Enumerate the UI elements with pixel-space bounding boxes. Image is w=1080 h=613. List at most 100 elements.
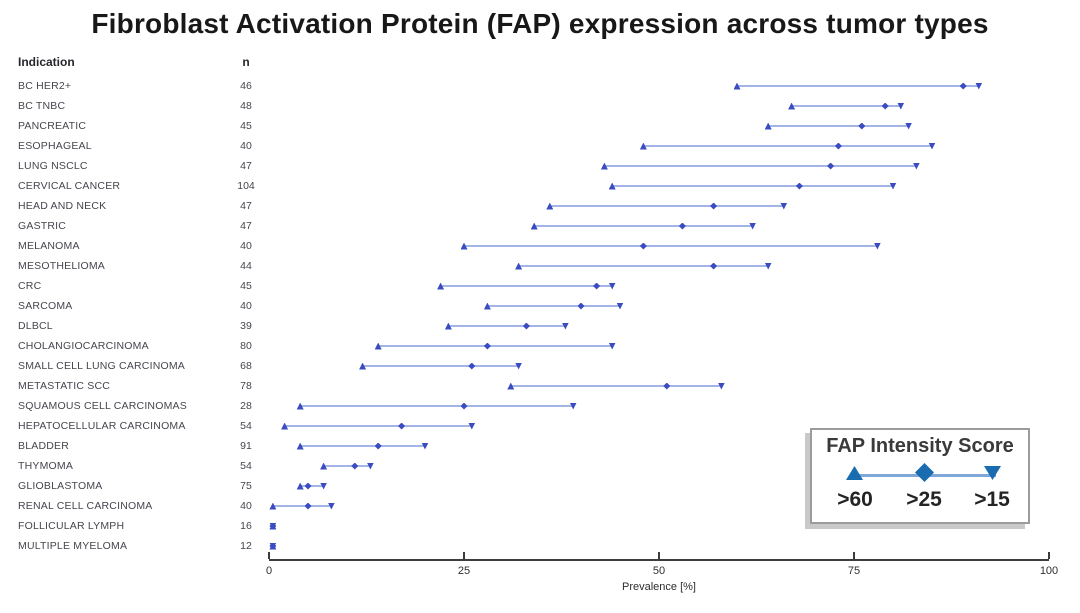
marker-triangle-up [444,322,452,330]
x-axis-tick [463,552,465,559]
row-range-line [284,425,472,427]
row-label: THYMOMA [18,460,74,472]
legend-title: FAP Intensity Score [826,435,1014,457]
marker-triangle-up [733,82,741,90]
marker-triangle-down [608,282,616,290]
marker-triangle-up [281,422,289,430]
marker-triangle-up [639,142,647,150]
marker-triangle-up [269,502,277,510]
row-label: GLIOBLASTOMA [18,480,103,492]
row-range-line [612,185,893,187]
row-range-line [518,265,769,267]
row-n-value: 40 [240,500,252,512]
marker-triangle-down [468,422,476,430]
row-n-value: 40 [240,240,252,252]
row-n-value: 54 [240,420,252,432]
row-n-value: 28 [240,400,252,412]
x-axis-tick [853,552,855,559]
row-label: RENAL CELL CARCINOMA [18,500,153,512]
row-n-value: 45 [240,120,252,132]
row-range-line [440,285,613,287]
marker-triangle-up [764,122,772,130]
marker-triangle-down [269,522,277,530]
row-range-line [464,245,878,247]
row-label: SARCOMA [18,300,73,312]
row-n-value: 16 [240,520,252,532]
row-label: CRC [18,280,42,292]
marker-triangle-down [269,542,277,550]
row-range-line [378,345,613,347]
row-n-value: 48 [240,100,252,112]
row-range-line [534,225,753,227]
marker-diamond [710,262,718,270]
marker-triangle-down [421,442,429,450]
row-n-value: 12 [240,540,252,552]
marker-triangle-up [359,362,367,370]
legend-label-gt60: >60 [837,488,873,511]
triangle-down-icon [984,466,1001,480]
marker-triangle-down [515,362,523,370]
row-label: MELANOMA [18,240,80,252]
marker-diamond [577,302,585,310]
row-label: LUNG NSCLC [18,160,88,172]
marker-diamond [483,342,491,350]
marker-triangle-down [928,142,936,150]
marker-triangle-down [327,502,335,510]
marker-triangle-up [546,202,554,210]
marker-triangle-up [507,382,515,390]
marker-diamond [710,202,718,210]
marker-diamond [351,462,359,470]
row-n-value: 91 [240,440,252,452]
marker-triangle-up [296,482,304,490]
column-header-indication: Indication [18,55,75,69]
marker-triangle-down [780,202,788,210]
marker-diamond [593,282,601,290]
marker-triangle-down [749,222,757,230]
row-label: BLADDER [18,440,69,452]
row-n-value: 47 [240,200,252,212]
marker-diamond [827,162,835,170]
marker-triangle-down [320,482,328,490]
marker-diamond [678,222,686,230]
row-range-line [323,465,371,467]
marker-triangle-up [608,182,616,190]
row-label: ESOPHAGEAL [18,140,92,152]
row-label: METASTATIC SCC [18,380,111,392]
row-range-line [272,505,332,507]
row-label: HEAD AND NECK [18,200,107,212]
row-range-line [362,365,519,367]
marker-triangle-down [897,102,905,110]
marker-triangle-down [905,122,913,130]
row-label: SQUAMOUS CELL CARCINOMAS [18,400,187,412]
row-label: DLBCL [18,320,53,332]
marker-diamond [468,362,476,370]
row-range-line [487,305,620,307]
row-range-line [643,145,932,147]
marker-diamond [304,502,312,510]
marker-triangle-down [912,162,920,170]
row-n-value: 54 [240,460,252,472]
row-label: SMALL CELL LUNG CARCINOMA [18,360,186,372]
marker-triangle-up [320,462,328,470]
marker-triangle-down [616,302,624,310]
x-tick-label: 0 [265,565,273,577]
marker-diamond [834,142,842,150]
column-header-n: n [242,55,250,69]
row-n-value: 44 [240,260,252,272]
row-range-line [300,405,574,407]
row-label: BC TNBC [18,100,66,112]
row-n-value: 68 [240,360,252,372]
row-n-value: 45 [240,280,252,292]
marker-triangle-up [530,222,538,230]
x-tick-label: 75 [847,565,861,577]
row-range-line [737,85,979,87]
row-range-line [300,485,324,487]
row-label: BC HER2+ [18,80,72,92]
row-n-value: 47 [240,160,252,172]
marker-triangle-up [374,342,382,350]
row-n-value: 39 [240,320,252,332]
row-label: GASTRIC [18,220,67,232]
marker-triangle-up [460,242,468,250]
row-n-value: 46 [240,80,252,92]
